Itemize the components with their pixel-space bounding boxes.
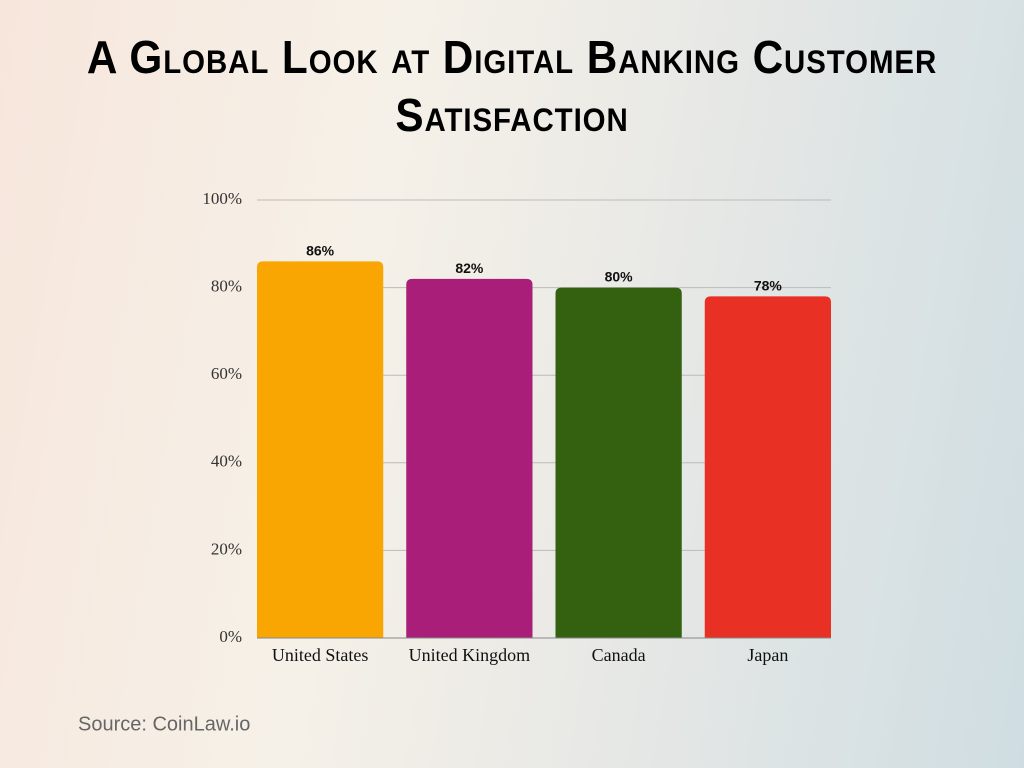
source-note: Source: CoinLaw.io (78, 713, 250, 735)
y-tick-label: 60% (211, 364, 242, 383)
bar (406, 278, 533, 638)
x-tick-label: United Kingdom (409, 645, 531, 665)
x-tick-label: United States (272, 645, 369, 665)
x-tick-label: Canada (592, 645, 646, 665)
chart-title: A Global Look at Digital Banking Custome… (86, 31, 938, 141)
bar (555, 287, 682, 638)
x-tick-label: Japan (747, 645, 788, 665)
value-label: 78% (754, 277, 783, 293)
value-label: 80% (605, 269, 634, 285)
bar (257, 261, 384, 638)
y-tick-label: 40% (211, 452, 242, 471)
y-tick-label: 100% (202, 189, 242, 208)
value-label: 82% (455, 260, 484, 276)
value-label: 86% (306, 242, 335, 258)
y-tick-label: 0% (219, 627, 242, 646)
bar (704, 296, 831, 638)
y-tick-label: 20% (211, 539, 242, 558)
y-tick-label: 80% (211, 277, 242, 296)
